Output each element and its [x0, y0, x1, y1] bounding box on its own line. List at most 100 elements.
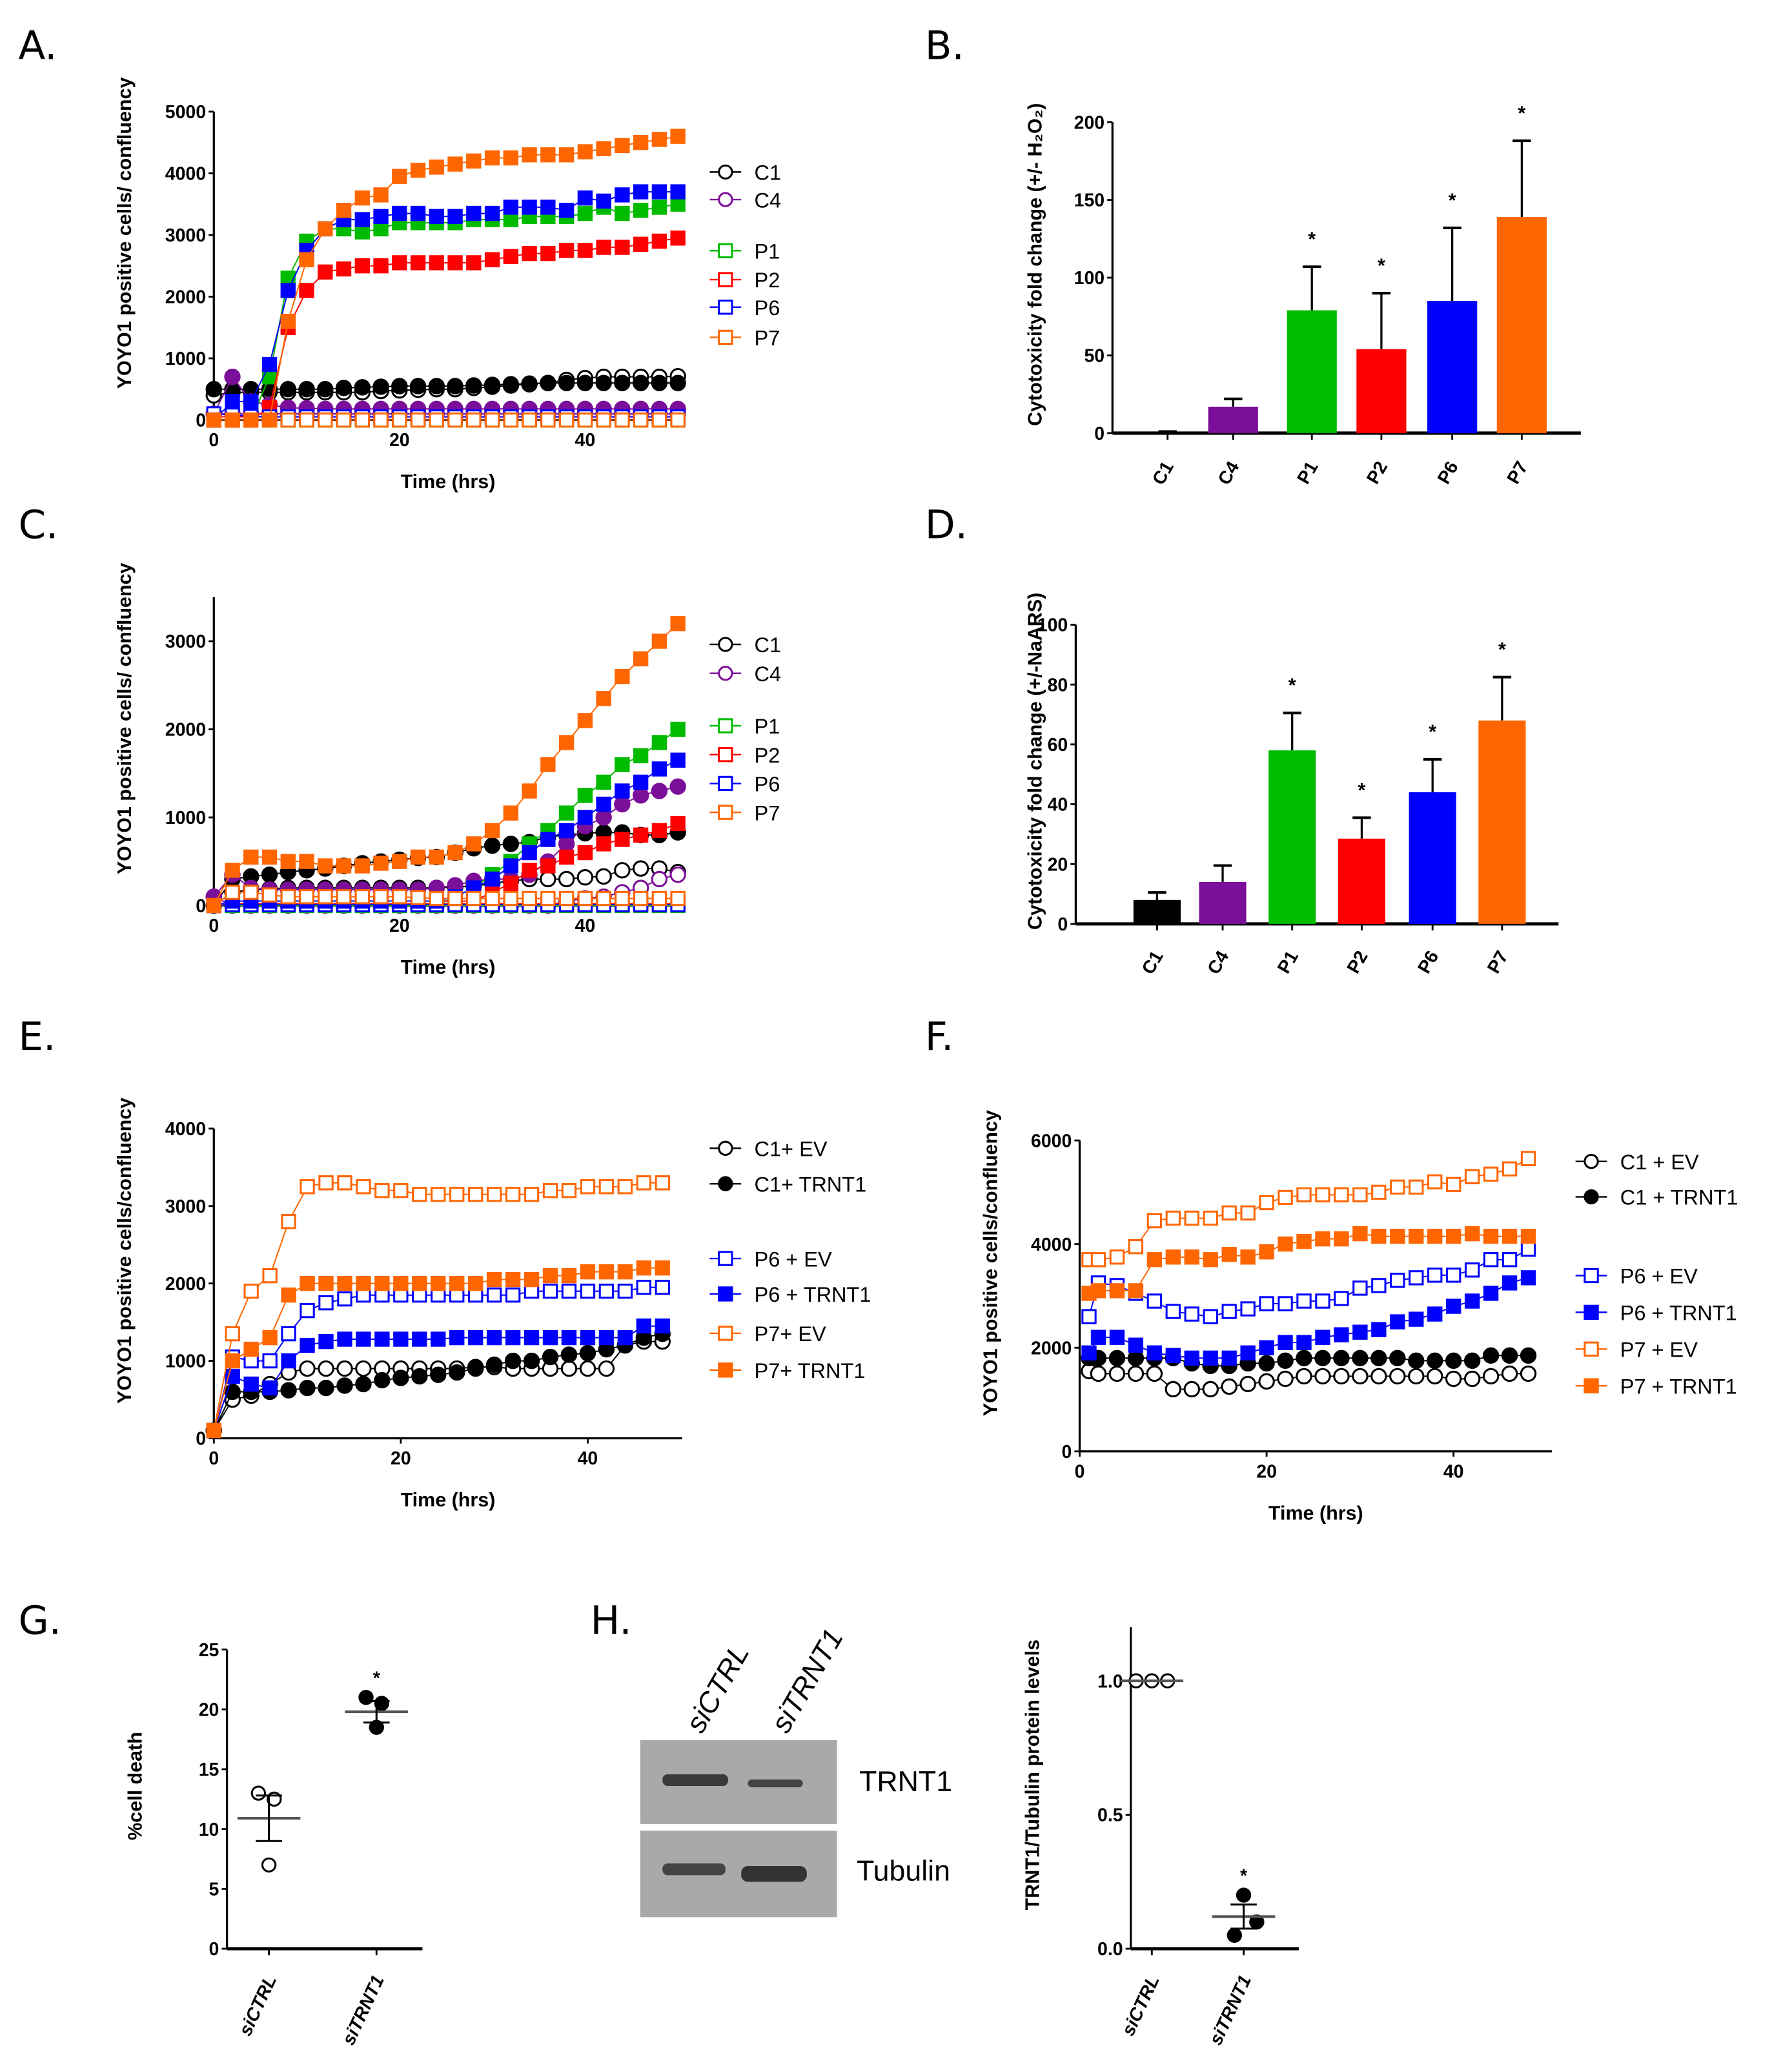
- data-point: [467, 1329, 484, 1346]
- data-point: [542, 1283, 558, 1299]
- data-point: [560, 1360, 578, 1377]
- legend-item: C4: [709, 189, 781, 212]
- data-point: [614, 375, 631, 391]
- data-point: [540, 375, 556, 391]
- data-point: [1409, 1179, 1424, 1195]
- data-point: [262, 1268, 278, 1284]
- data-point: [1146, 1213, 1163, 1229]
- data-point: [243, 412, 259, 428]
- data-point: [280, 412, 296, 428]
- legend-marker-icon: [718, 192, 733, 207]
- data-point: [1446, 1298, 1461, 1314]
- data-point: [1483, 1228, 1499, 1244]
- y-tick-label: 0: [1061, 1442, 1072, 1463]
- data-point: [522, 845, 537, 861]
- data-point: [1277, 1370, 1294, 1388]
- data-point: [299, 854, 314, 869]
- data-point: [1296, 1234, 1312, 1249]
- data-point: [580, 1329, 596, 1346]
- data-point: [636, 1279, 651, 1295]
- data-point: [1501, 1365, 1518, 1382]
- data-point: [595, 868, 612, 885]
- data-point: [651, 735, 667, 750]
- legend-item: P7+ EV: [709, 1322, 826, 1346]
- bar-group-c1: C1: [1143, 430, 1193, 489]
- legend-marker-icon: [1583, 1189, 1599, 1205]
- data-point: [429, 412, 445, 428]
- data-point: [336, 858, 352, 874]
- data-point: [447, 890, 463, 907]
- series-c1-filled: [205, 824, 686, 914]
- data-point: [558, 735, 575, 750]
- data-point: [655, 1175, 670, 1191]
- data-point: [429, 159, 445, 175]
- series-c1-ev-open: [1081, 1362, 1537, 1398]
- data-point: [651, 132, 667, 147]
- legend-label: C1+ EV: [755, 1138, 828, 1161]
- y-tick-label: 20: [1048, 854, 1068, 875]
- data-point: [1146, 1345, 1163, 1360]
- data-point: [615, 890, 630, 907]
- data-point: [1315, 1231, 1330, 1247]
- data-point: [1463, 1370, 1481, 1388]
- data-point: [466, 205, 482, 221]
- data-point: [1427, 1228, 1443, 1244]
- data-point: [540, 245, 556, 262]
- data-point: [580, 1283, 596, 1299]
- data-point: [336, 203, 352, 218]
- series-p7-ev-open: [1081, 1151, 1536, 1268]
- data-point: [1427, 1174, 1443, 1190]
- data-point: [1314, 1368, 1331, 1385]
- data-point: [615, 412, 630, 428]
- legend-label: C4: [755, 189, 782, 212]
- data-point: [373, 856, 389, 871]
- data-point: [651, 200, 667, 215]
- data-point: [670, 721, 686, 737]
- data-point: [354, 212, 370, 227]
- legend-item: C1: [709, 161, 781, 185]
- data-point: [1221, 1350, 1237, 1366]
- data-point: [412, 1331, 427, 1347]
- data-point: [484, 376, 501, 393]
- y-axis-label: %cell death: [124, 1732, 146, 1840]
- data-point: [318, 1175, 334, 1191]
- data-point: [1128, 1283, 1144, 1298]
- data-point: [484, 871, 500, 887]
- bar-group-c4: C4: [1208, 397, 1258, 489]
- data-point: [670, 890, 686, 907]
- legend-label: P6 + TRNT1: [755, 1283, 871, 1306]
- data-point: [579, 1344, 596, 1362]
- y-tick-label: 40: [1048, 795, 1068, 816]
- data-point: [615, 138, 630, 154]
- data-point: [1277, 1352, 1294, 1370]
- data-point: [300, 1302, 315, 1319]
- legend-label: C1: [755, 161, 782, 185]
- data-point: [598, 1283, 615, 1299]
- legend-marker-icon: [1583, 1268, 1599, 1284]
- data-point: [558, 870, 575, 888]
- data-point: [540, 412, 556, 428]
- data-point: [447, 255, 463, 271]
- data-point: [633, 774, 649, 790]
- series-c1-filled: [205, 375, 686, 398]
- legend-marker-icon: [718, 747, 733, 763]
- data-point: [558, 805, 575, 821]
- data-point: [206, 412, 221, 428]
- data-point: [540, 870, 556, 888]
- data-point: [243, 1341, 259, 1357]
- data-point: [558, 849, 575, 865]
- data-point: [1334, 1327, 1349, 1342]
- y-axis-label: YOYO1 positive cells/ confluency: [114, 562, 136, 874]
- chart-f: 0 2000 4000 6000 YOYO1 positive cells/conflu…: [979, 1110, 1738, 1524]
- data-point: [1240, 1345, 1256, 1360]
- data-point: [596, 193, 611, 209]
- x-tick-label: C1: [1138, 947, 1168, 978]
- legend-item: P6 + EV: [1575, 1265, 1698, 1288]
- data-point: [1352, 1368, 1369, 1385]
- bar-group-p2: * P2: [1338, 779, 1386, 977]
- series-p6-trnt1-filled: [1081, 1270, 1536, 1366]
- data-point: [1236, 1887, 1252, 1903]
- series-p6-open: [206, 897, 686, 914]
- data-point: [503, 858, 519, 874]
